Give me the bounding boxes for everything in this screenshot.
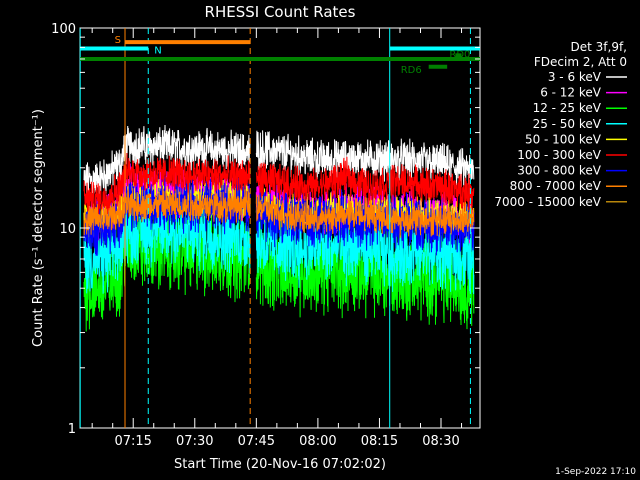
legend-entry-label: 100 - 300 keV <box>517 148 601 162</box>
x-tick-label: 08:00 <box>299 434 336 449</box>
chart-title: RHESSI Count Rates <box>205 3 356 21</box>
data-layer <box>83 124 475 332</box>
flag-label-n: N <box>154 45 161 56</box>
x-tick-label: 07:30 <box>176 434 213 449</box>
x-tick-label: 07:45 <box>238 434 275 449</box>
legend-entry-label: 6 - 12 keV <box>540 86 602 100</box>
y-tick-label: 1 <box>68 422 76 437</box>
series-line-100-300-kev <box>83 152 475 218</box>
legend: Det 3f,9f,FDecim 2, Att 03 - 6 keV 6 - 12… <box>494 40 627 209</box>
flag-label-rd0: RD0 <box>449 49 470 60</box>
flag-bars: S N RD0 RD6 <box>80 35 480 76</box>
series-line-800-7000-kev <box>83 187 475 238</box>
y-tick-label: 100 <box>51 22 76 37</box>
x-axis-label: Start Time (20-Nov-16 07:02:02) <box>174 457 386 472</box>
flag-label-s: S <box>115 35 121 46</box>
x-tick-label: 08:30 <box>422 434 459 449</box>
y-axis-label: Count Rate (s⁻¹ detector segment⁻¹) <box>31 109 46 347</box>
legend-entry-label: 3 - 6 keV <box>548 70 602 84</box>
legend-entry-label: 50 - 100 keV <box>525 132 602 146</box>
y-tick-label: 10 <box>59 222 76 237</box>
legend-entry-label: 800 - 7000 keV <box>510 179 602 193</box>
legend-header-1: FDecim 2, Att 0 <box>534 55 627 69</box>
x-tick-label: 07:15 <box>114 434 151 449</box>
legend-entry-label: 300 - 800 keV <box>517 164 601 178</box>
axes: 07:15 07:30 07:45 08:00 08:15 08:30 1 10 100 <box>51 22 480 449</box>
flag-label-rd6: RD6 <box>401 65 422 76</box>
x-tick-label: 08:15 <box>361 434 398 449</box>
legend-entry-label: 25 - 50 keV <box>533 117 602 131</box>
legend-entry-label: 12 - 25 keV <box>533 101 602 115</box>
legend-entry-label: 7000 - 15000 keV <box>494 195 601 209</box>
legend-header-0: Det 3f,9f, <box>571 40 628 54</box>
footer-stamp: 1-Sep-2022 17:10 <box>555 467 636 477</box>
